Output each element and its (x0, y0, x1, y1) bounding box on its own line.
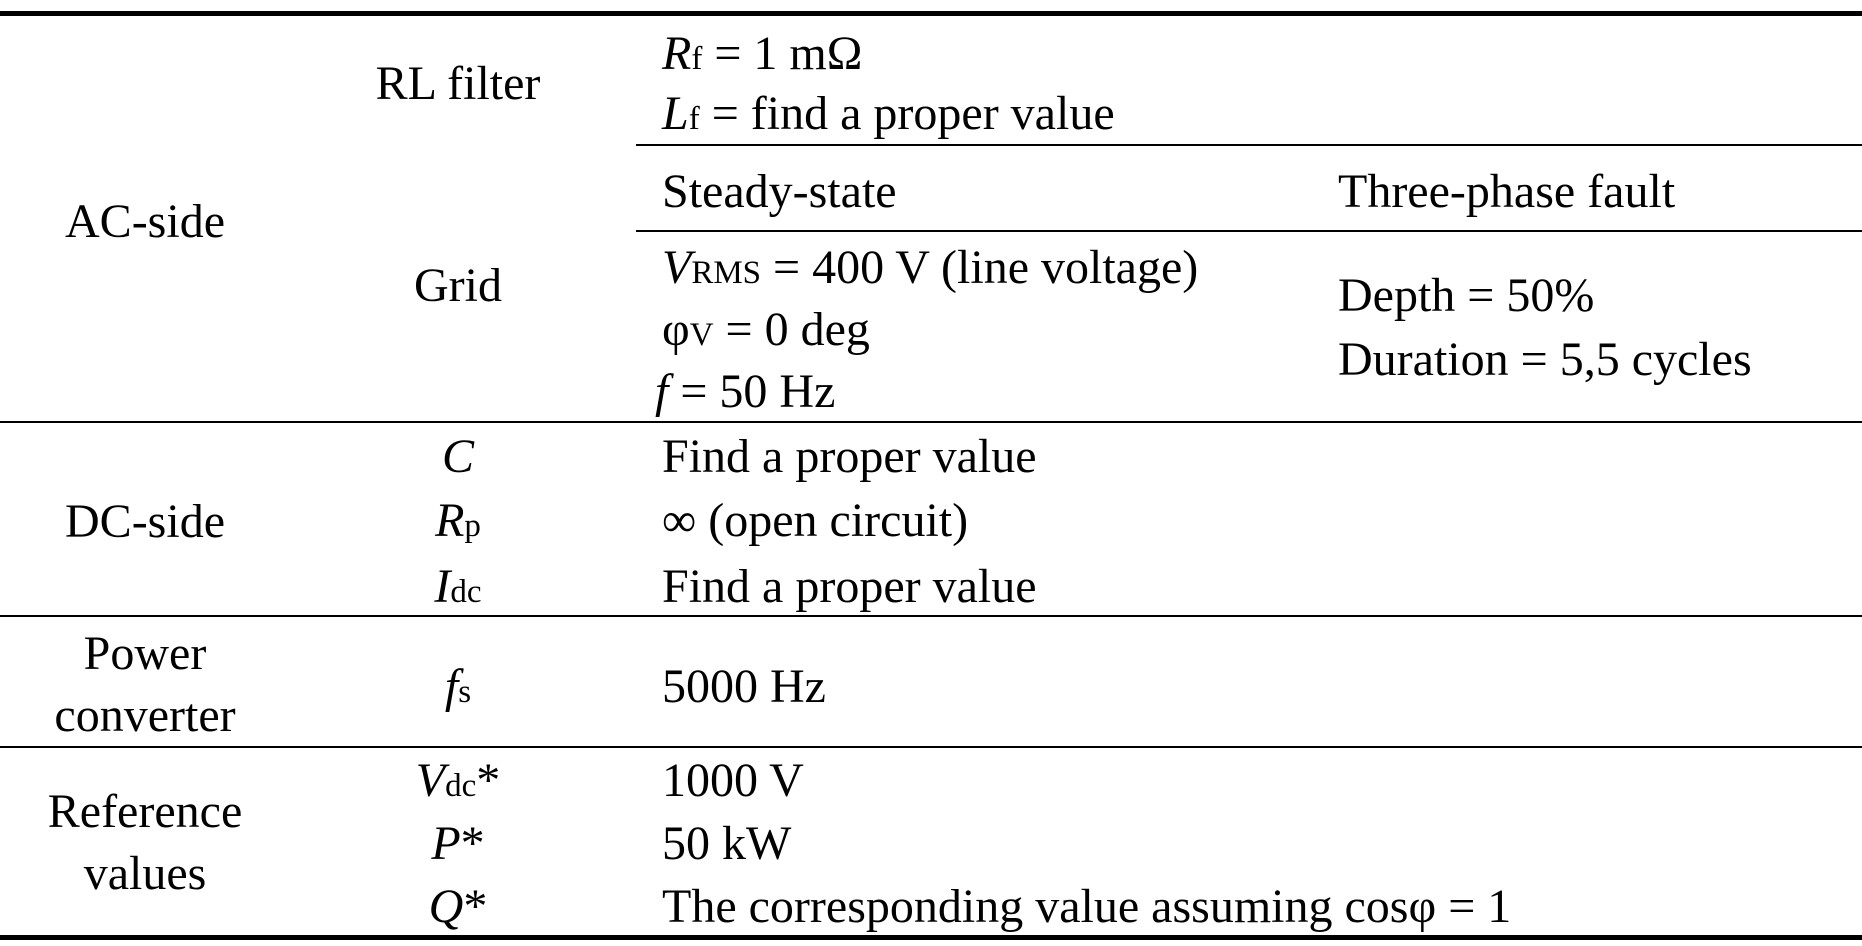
rl-filter-label: RL filter (375, 57, 541, 110)
vrms-symbol: V (662, 241, 692, 294)
p-ref-letter: P (431, 817, 461, 870)
grid-label: Grid (414, 259, 502, 312)
rp-value: ∞ (open circuit) (662, 494, 969, 547)
lf-value: Lf = find a proper value (662, 90, 1115, 138)
idc-symbol: Idc (434, 563, 481, 611)
phi-text: = 0 deg (713, 303, 870, 356)
power-converter-label-line1: Power (83, 627, 207, 680)
power-converter-label-line2: converter (54, 689, 236, 742)
p-ref-value: 50 kW (662, 817, 792, 870)
fault-depth: Depth = 50% (1338, 269, 1595, 322)
lf-subscript: f (688, 101, 700, 137)
q-ref-letter: Q (428, 880, 464, 933)
phi-symbol: φ (662, 303, 690, 356)
q-ref-value: The corresponding value assuming cosφ = … (662, 880, 1512, 933)
frequency-symbol: f (655, 365, 669, 418)
p-ref-star: * (460, 817, 485, 870)
phi-subscript: V (689, 317, 714, 353)
steady-state-header: Steady-state (662, 165, 897, 218)
three-phase-fault-header: Three-phase fault (1338, 165, 1676, 218)
rf-symbol: R (662, 27, 692, 80)
top-rule (0, 11, 1862, 16)
vdc-ref-value: 1000 V (662, 754, 804, 807)
p-ref-symbol: P* (431, 820, 484, 868)
power-converter-bottom-rule (0, 746, 1862, 748)
frequency-text: = 50 Hz (668, 365, 836, 418)
vdc-ref-letter: V (415, 754, 446, 807)
capacitance-symbol: C (441, 430, 475, 483)
rf-text: = 1 mΩ (702, 27, 863, 80)
bottom-rule (0, 935, 1862, 940)
idc-subscript: dc (450, 574, 482, 610)
fs-symbol-letter: f (444, 660, 459, 713)
switching-frequency-value: 5000 Hz (662, 660, 826, 713)
idc-value: Find a proper value (662, 560, 1037, 613)
phi-value: φV = 0 deg (662, 306, 870, 354)
vrms-value: VRMS = 400 V (line voltage) (662, 244, 1198, 292)
idc-symbol-letter: I (434, 560, 451, 613)
vdc-ref-subscript: dc (445, 768, 477, 804)
switching-frequency-symbol: fs (445, 663, 471, 711)
q-ref-symbol: Q* (429, 883, 488, 931)
q-ref-star: * (463, 880, 488, 933)
fs-subscript: s (458, 674, 472, 710)
rf-value: Rf = 1 mΩ (662, 30, 862, 78)
reference-values-label-line2: values (83, 847, 207, 900)
dc-side-label: DC-side (65, 495, 225, 548)
rf-subscript: f (691, 41, 703, 77)
reference-values-label-line1: Reference (47, 785, 243, 838)
fault-duration: Duration = 5,5 cycles (1338, 333, 1752, 386)
frequency-value: f = 50 Hz (655, 368, 835, 416)
lf-text: = find a proper value (699, 87, 1115, 140)
dc-side-bottom-rule (0, 615, 1862, 617)
vrms-subscript: RMS (691, 255, 762, 291)
vdc-ref-symbol: Vdc* (416, 757, 500, 805)
vrms-text: = 400 V (line voltage) (761, 241, 1199, 294)
vdc-ref-star: * (476, 754, 501, 807)
rp-subscript: p (464, 508, 481, 544)
rp-symbol: Rp (435, 497, 481, 545)
rp-symbol-letter: R (435, 494, 465, 547)
rl-filter-bottom-rule (636, 144, 1862, 146)
ac-side-label: AC-side (65, 195, 225, 248)
grid-header-bottom-rule (636, 230, 1862, 232)
capacitance-value: Find a proper value (662, 430, 1037, 483)
ac-side-bottom-rule (0, 421, 1862, 423)
lf-symbol: L (662, 87, 689, 140)
